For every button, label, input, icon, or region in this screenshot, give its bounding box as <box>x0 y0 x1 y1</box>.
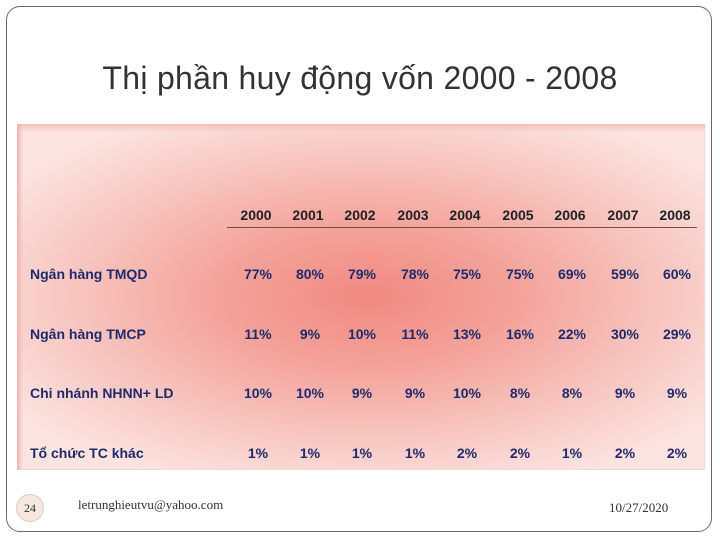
table-cell: 10% <box>295 385 325 401</box>
year-header: 2002 <box>344 207 376 223</box>
table-cell: 9% <box>351 385 373 401</box>
table-cell: 9% <box>299 326 321 342</box>
table-cell: 11% <box>401 326 429 342</box>
year-header: 2005 <box>502 207 534 223</box>
table-cell: 9% <box>614 385 636 401</box>
table-cell: 2% <box>456 445 478 461</box>
market-share-table: 2000 2001 2002 2003 2004 2005 2006 2007 … <box>17 124 705 470</box>
year-header: 2004 <box>449 207 481 223</box>
table-cell: 29% <box>662 326 692 342</box>
row-label: Tổ chức TC khác <box>30 445 144 461</box>
row-label: Ngân hàng TMCP <box>30 326 146 342</box>
table-cell: 2% <box>666 445 688 461</box>
footer-date: 10/27/2020 <box>609 500 669 515</box>
table-cell: 77% <box>243 266 273 282</box>
table-cell: 16% <box>505 326 535 342</box>
header-rule <box>227 227 697 228</box>
table-cell: 60% <box>662 266 692 282</box>
year-header: 2007 <box>607 207 639 223</box>
table-cell: 13% <box>452 326 482 342</box>
table-cell: 10% <box>347 326 377 342</box>
table-cell: 75% <box>452 266 482 282</box>
table-cell: 22% <box>557 326 587 342</box>
table-cell: 59% <box>610 266 640 282</box>
table-cell: 8% <box>509 385 531 401</box>
panel-top-band <box>17 124 705 132</box>
table-cell: 2% <box>614 445 636 461</box>
table-cell: 1% <box>247 445 269 461</box>
table-cell: 10% <box>243 385 273 401</box>
row-label: Chi nhánh NHNN+ LD <box>30 385 174 401</box>
year-header: 2006 <box>554 207 586 223</box>
table-cell: 2% <box>509 445 531 461</box>
table-cell: 9% <box>404 385 426 401</box>
table-cell: 8% <box>561 385 583 401</box>
table-cell: 78% <box>400 266 430 282</box>
table-cell: 80% <box>295 266 325 282</box>
table-cell: 10% <box>452 385 482 401</box>
table-cell: 1% <box>299 445 321 461</box>
year-header: 2000 <box>240 207 272 223</box>
panel-left-band <box>17 124 23 470</box>
table-cell: 79% <box>347 266 377 282</box>
slide-title: Thị phần huy động vốn 2000 - 2008 <box>102 60 618 96</box>
row-label: Ngân hàng TMQD <box>30 266 148 282</box>
table-cell: 11% <box>244 326 272 342</box>
table-cell: 75% <box>505 266 535 282</box>
footer-email: letrunghieutvu@yahoo.com <box>78 497 224 512</box>
slide-number: 24 <box>16 494 44 522</box>
year-header: 2003 <box>397 207 429 223</box>
year-header: 2008 <box>659 207 691 223</box>
year-header: 2001 <box>292 207 324 223</box>
table-cell: 69% <box>557 266 587 282</box>
table-cell: 1% <box>351 445 373 461</box>
table-cell: 30% <box>610 326 640 342</box>
table-cell: 9% <box>666 385 688 401</box>
table-cell: 1% <box>561 445 583 461</box>
table-cell: 1% <box>404 445 426 461</box>
